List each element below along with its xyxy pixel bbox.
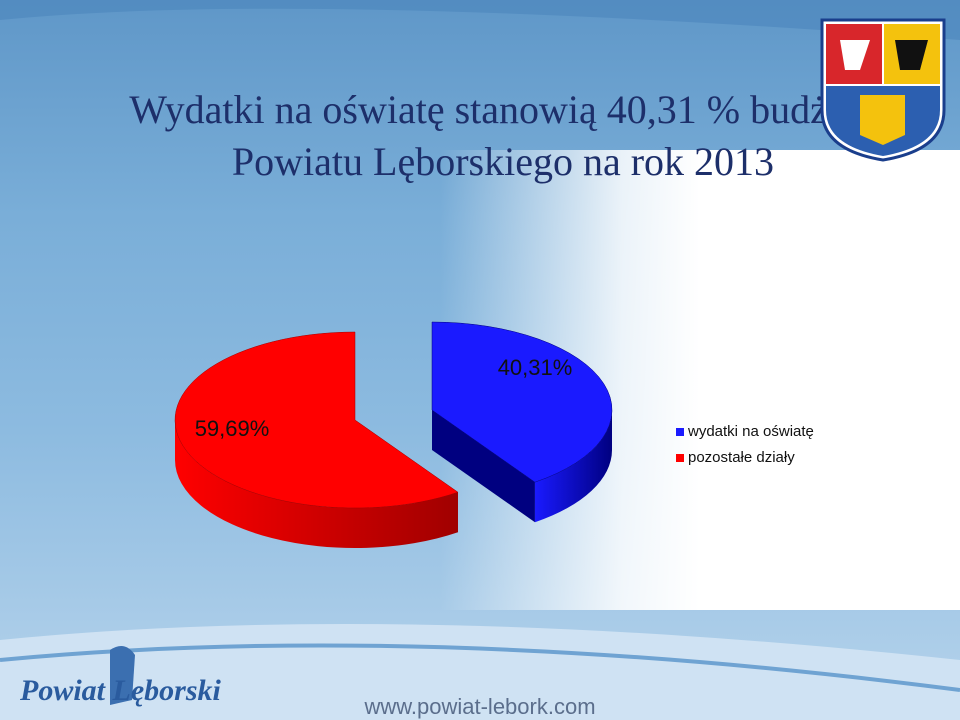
data-label: 40,31% <box>498 355 573 380</box>
wave <box>0 0 960 40</box>
logo <box>110 646 135 705</box>
legend-swatch <box>676 454 684 462</box>
slice <box>174 331 459 509</box>
chart-title: Wydatki na oświatę stanowią 40,31 % budż… <box>129 87 877 184</box>
slice-side <box>174 420 458 549</box>
slice <box>431 321 613 483</box>
legend-label: wydatki na oświatę <box>687 423 814 440</box>
legend-label: pozostałe działy <box>688 449 795 466</box>
slice-side <box>432 410 535 523</box>
coat-of-arms <box>820 18 946 162</box>
data-label: 59,69% <box>195 416 270 441</box>
legend-swatch <box>676 428 684 436</box>
logo-text: Powiat Lęborski <box>19 674 221 707</box>
slice-side <box>534 410 612 523</box>
footer-url: www.powiat-lebork.com <box>363 694 595 719</box>
